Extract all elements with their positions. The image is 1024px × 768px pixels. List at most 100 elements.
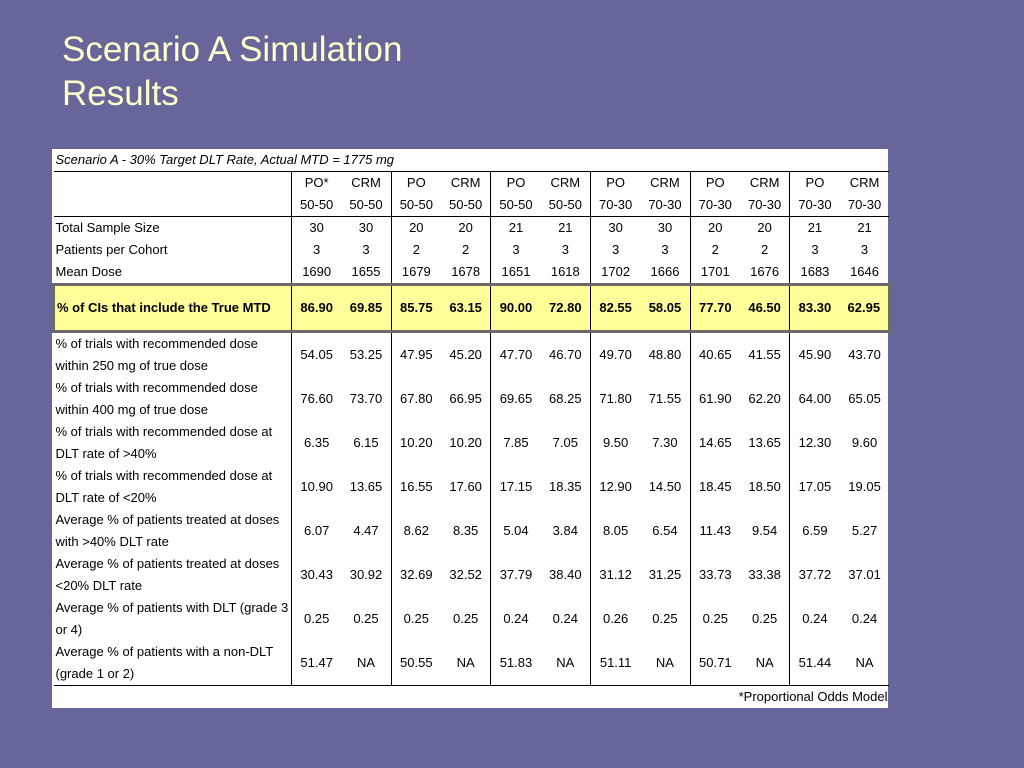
value-cell: 0.25: [652, 611, 678, 626]
value-cell: 17.15: [490, 465, 541, 509]
value-cell: 0.24: [851, 611, 878, 626]
value-cell: 16.55: [390, 465, 441, 509]
value-cell: 37.01: [848, 567, 881, 582]
value-cell: 0.25: [353, 611, 379, 626]
header-method-cell: CRM: [351, 175, 381, 190]
value-cell: 12.30: [789, 421, 840, 465]
value-cell: 13.65: [349, 479, 383, 494]
value-cell: 18.45: [689, 465, 740, 509]
value-cell: NA: [356, 655, 376, 670]
header-method-cell: PO: [789, 171, 840, 194]
value-cell: 2: [390, 239, 441, 261]
value-cell: 3: [661, 242, 669, 257]
header-prior-cell: 70-30: [839, 194, 890, 217]
row-label: Average % of patients treated at doses w…: [55, 512, 280, 549]
value-cell: 53.25: [349, 347, 383, 362]
value-cell: 1666: [650, 264, 680, 279]
value-cell: 6.54: [652, 523, 678, 538]
value-cell: 47.95: [390, 331, 441, 377]
header-method-cell: CRM: [450, 175, 481, 190]
row-label: Mean Dose: [55, 264, 122, 279]
slide-title-line-2: Results: [62, 74, 179, 113]
header-method-cell: PO: [589, 171, 641, 194]
value-cell: 0.25: [689, 597, 740, 641]
value-cell: 6.07: [291, 509, 342, 553]
value-cell: 45.90: [789, 331, 840, 377]
result-row: Average % of patients treated at doses <…: [54, 553, 890, 597]
value-cell: 41.55: [748, 347, 781, 362]
value-cell: 9.60: [851, 435, 878, 450]
value-cell: 21: [490, 216, 541, 239]
value-cell: 54.05: [291, 331, 342, 377]
header-method-cell: CRM: [550, 175, 581, 190]
value-cell: 45.20: [449, 347, 482, 362]
value-cell: 69.85: [341, 283, 392, 333]
value-cell: 0.24: [552, 611, 578, 626]
value-cell: 0.25: [390, 597, 441, 641]
value-cell: 8.62: [390, 509, 441, 553]
value-cell: 6.35: [291, 421, 342, 465]
value-cell: 1651: [490, 261, 541, 285]
header-method-cell: CRM: [749, 175, 780, 190]
value-cell: 51.83: [490, 641, 541, 686]
value-cell: 86.90: [291, 283, 342, 333]
row-label: Average % of patients with a non-DLT (gr…: [55, 644, 274, 681]
value-cell: 7.85: [490, 421, 541, 465]
design-row: Total Sample Size 30 30 20 20 21 21 30 30 20 20 21 2…: [54, 216, 890, 239]
value-cell: 37.79: [490, 553, 541, 597]
value-cell: 64.00: [789, 377, 840, 421]
header-prior-cell: 50-50: [341, 194, 392, 217]
value-cell: 17.60: [449, 479, 482, 494]
value-cell: 69.65: [490, 377, 541, 421]
value-cell: 1655: [351, 264, 381, 279]
value-cell: 1618: [550, 264, 580, 279]
value-cell: 65.05: [848, 391, 881, 406]
value-cell: 2: [462, 242, 470, 257]
header-corner-cell: [54, 172, 292, 195]
result-row: % of trials with recommended dose within…: [54, 377, 890, 421]
value-cell: 21: [558, 220, 573, 235]
value-cell: 71.55: [648, 391, 682, 406]
value-cell: 18.50: [748, 479, 781, 494]
value-cell: 76.60: [291, 377, 342, 421]
row-label: Average % of patients treated at doses <…: [55, 556, 280, 593]
value-cell: 10.20: [449, 435, 482, 450]
value-cell: 20: [689, 216, 740, 239]
value-cell: 1678: [451, 264, 481, 279]
value-cell: 6.59: [789, 509, 840, 553]
value-cell: 9.54: [751, 523, 778, 538]
result-row: % of trials with recommended dose at DLT…: [54, 465, 890, 509]
value-cell: 19.05: [848, 479, 881, 494]
header-method-cell: CRM: [849, 175, 880, 190]
row-label: Average % of patients with DLT (grade 3 …: [55, 600, 289, 637]
value-cell: 12.90: [589, 465, 641, 509]
result-row: Average % of patients treated at doses w…: [54, 509, 890, 553]
row-label: Patients per Cohort: [55, 242, 168, 257]
value-cell: 6.15: [353, 435, 379, 450]
header-methods-row: PO* CRM PO CRM PO CRM PO CRM PO CRM PO CRM: [54, 171, 890, 195]
footnote-row: *Proportional Odds Model: [53, 685, 890, 708]
value-cell: 3: [291, 239, 342, 261]
value-cell: 30: [291, 216, 342, 239]
value-cell: 46.70: [549, 347, 582, 362]
value-cell: 51.47: [291, 641, 342, 686]
value-cell: 82.55: [589, 283, 641, 333]
value-cell: 7.30: [652, 435, 678, 450]
row-label: % of trials with recommended dose at DLT…: [55, 468, 273, 505]
header-prior-cell: 70-30: [589, 194, 641, 217]
header-prior-cell: 50-50: [540, 194, 591, 217]
value-cell: 63.15: [440, 283, 491, 333]
value-cell: 1702: [589, 261, 641, 285]
value-cell: 8.35: [452, 523, 479, 538]
value-cell: 30.92: [349, 567, 383, 582]
value-cell: 3: [860, 242, 869, 257]
value-cell: 68.25: [549, 391, 582, 406]
value-cell: 51.11: [589, 641, 641, 686]
value-cell: 1676: [750, 264, 780, 279]
design-row: Patients per Cohort 3 3 2 2 3 3 3 3 2 2 3 3: [54, 239, 890, 261]
value-cell: 30.43: [291, 553, 342, 597]
value-cell: NA: [456, 655, 475, 670]
header-corner-cell: [53, 194, 292, 217]
value-cell: 67.80: [390, 377, 441, 421]
value-cell: 1679: [390, 261, 441, 285]
